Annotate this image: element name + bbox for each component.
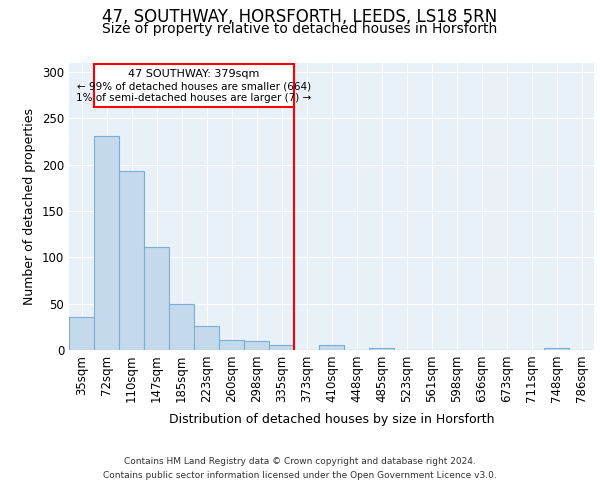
Bar [219,340,244,350]
Bar [194,326,219,350]
Text: 47 SOUTHWAY: 379sqm: 47 SOUTHWAY: 379sqm [128,69,260,79]
Bar [119,171,144,350]
Bar [94,136,119,350]
Bar [69,316,94,350]
Bar [319,346,344,350]
Text: Contains HM Land Registry data © Crown copyright and database right 2024.: Contains HM Land Registry data © Crown c… [124,458,476,466]
Bar [269,346,294,350]
Bar [244,340,269,350]
Bar [369,348,394,350]
Bar [94,64,294,107]
Text: Distribution of detached houses by size in Horsforth: Distribution of detached houses by size … [169,412,494,426]
Y-axis label: Number of detached properties: Number of detached properties [23,108,37,304]
Text: 1% of semi-detached houses are larger (7) →: 1% of semi-detached houses are larger (7… [76,94,311,104]
Text: ← 99% of detached houses are smaller (664): ← 99% of detached houses are smaller (66… [77,82,311,92]
Text: Size of property relative to detached houses in Horsforth: Size of property relative to detached ho… [103,22,497,36]
Text: 47, SOUTHWAY, HORSFORTH, LEEDS, LS18 5RN: 47, SOUTHWAY, HORSFORTH, LEEDS, LS18 5RN [103,8,497,26]
Bar [169,304,194,350]
Bar [544,348,569,350]
Bar [144,247,169,350]
Text: Contains public sector information licensed under the Open Government Licence v3: Contains public sector information licen… [103,471,497,480]
